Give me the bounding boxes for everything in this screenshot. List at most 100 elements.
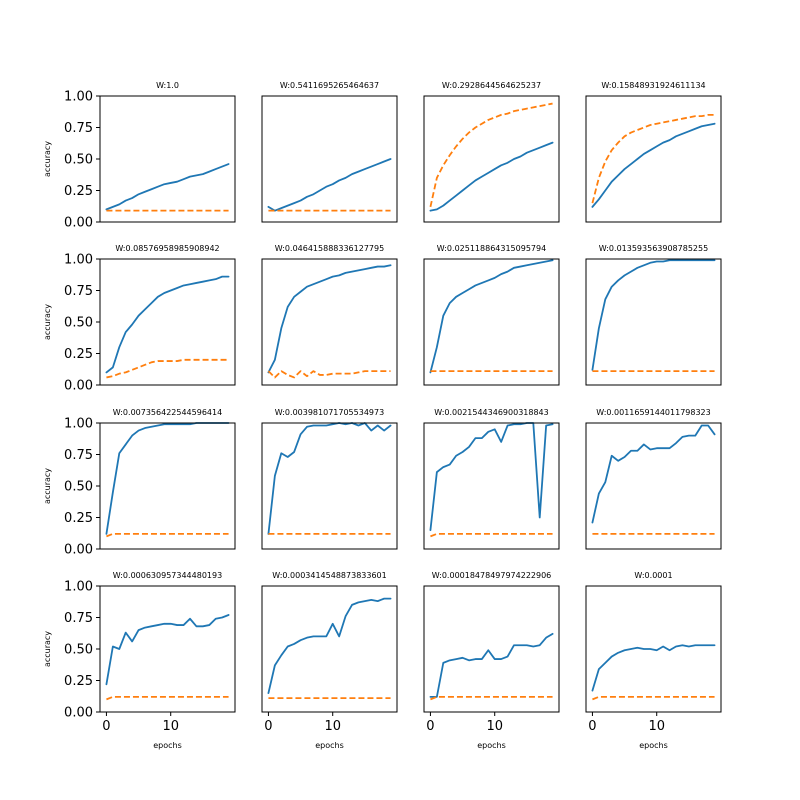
y-tick-label: 0.50: [64, 643, 93, 658]
panel-title: W:0.0003414548873833601: [272, 571, 386, 580]
y-tick-label: 0.75: [64, 284, 93, 299]
x-tick-label: 0: [588, 719, 596, 734]
axes-frame: [261, 585, 398, 713]
subplot-panel: W:0.08576958985908942 0.00 0.25 0.50 0.75 1.0…: [43, 244, 236, 394]
y-tick-label: 0.75: [64, 611, 93, 626]
x-tick-label: 0: [264, 719, 272, 734]
y-tick-label: 1.00: [64, 417, 93, 432]
y-tick-label: 0.00: [64, 706, 93, 721]
y-tick-label: 0.00: [64, 216, 93, 231]
x-axis-label: epochs: [477, 741, 506, 750]
y-tick-label: 0.75: [64, 121, 93, 136]
subplot-panel: W:0.003981071705534973: [261, 408, 398, 550]
series-solid-line: [591, 644, 716, 692]
subplot-panel: W:0.0003414548873833601 0 10 epochs: [261, 571, 398, 750]
panel-title: W:0.5411695265464637: [280, 81, 379, 90]
x-axis-label: epochs: [315, 741, 344, 750]
series-dashed-line: [267, 370, 391, 379]
subplot-panel: W:0.0011659144011798323: [585, 408, 722, 550]
y-tick-label: 0.50: [64, 480, 93, 495]
axes-frame: [423, 95, 560, 223]
series-solid-line: [429, 141, 554, 212]
x-tick-label: 10: [486, 719, 503, 734]
panel-title: W:0.0001: [634, 571, 672, 580]
series-dashed-line: [106, 532, 229, 538]
y-tick-label: 0.25: [64, 184, 93, 199]
series-solid-line: [267, 422, 392, 535]
series-solid-line: [105, 614, 230, 686]
panel-title: W:0.0011659144011798323: [596, 408, 710, 417]
panel-title: W:0.013593563908785255: [599, 244, 708, 253]
x-tick-label: 10: [648, 719, 665, 734]
panel-title: W:1.0: [156, 81, 179, 90]
series-solid-line: [429, 632, 554, 698]
panel-title: W:0.2928644564625237: [442, 81, 541, 90]
x-axis-label: epochs: [153, 741, 182, 750]
y-axis-label: accuracy: [43, 141, 52, 177]
y-tick-label: 1.00: [64, 253, 93, 268]
axes-frame: [423, 422, 560, 550]
subplot-panel: W:0.2928644564625237: [423, 81, 560, 223]
series-solid-line: [429, 259, 554, 374]
axes-frame: [261, 95, 398, 223]
subplot-panel: W:0.025118864315095794: [423, 244, 560, 386]
subplot-panel: W:0.013593563908785255: [585, 244, 722, 386]
series-dashed-line: [106, 695, 229, 701]
series-solid-line: [591, 259, 716, 371]
series-dashed-line: [592, 695, 715, 701]
y-tick-label: 0.25: [64, 347, 93, 362]
y-tick-label: 1.00: [64, 580, 93, 595]
series-solid-line: [591, 122, 716, 208]
subplot-panel: W:0.007356422544596414 0.00 0.25 0.50 0.75 1.…: [43, 408, 236, 558]
series-dashed-line: [106, 358, 229, 379]
y-axis-label: accuracy: [43, 631, 52, 667]
axes-frame: [585, 585, 722, 713]
x-axis-label: epochs: [639, 741, 668, 750]
series-dashed-line: [430, 695, 553, 701]
series-dashed-line: [430, 532, 553, 538]
series-solid-line: [267, 158, 392, 212]
x-tick-label: 0: [426, 719, 434, 734]
axes-frame: [261, 258, 398, 386]
y-tick-label: 0.50: [64, 153, 93, 168]
y-tick-label: 0.25: [64, 511, 93, 526]
y-tick-label: 0.25: [64, 674, 93, 689]
series-solid-line: [267, 597, 392, 694]
subplot-panel: W:0.5411695265464637: [261, 81, 398, 223]
series-dashed-line: [429, 102, 553, 208]
y-tick-label: 0.75: [64, 448, 93, 463]
panel-title: W:0.00018478497974222906: [432, 571, 552, 580]
panel-title: W:0.007356422544596414: [113, 408, 222, 417]
subplot-panel: W:0.000630957344480193 0.00 0.25 0.50 0.75 1.…: [43, 571, 236, 750]
axes-frame: [99, 422, 236, 550]
series-solid-line: [267, 264, 392, 374]
y-tick-label: 0.50: [64, 316, 93, 331]
panel-title: W:0.0021544346900318843: [434, 408, 548, 417]
x-tick-label: 10: [324, 719, 341, 734]
series-solid-line: [105, 422, 230, 535]
y-axis-label: accuracy: [43, 304, 52, 340]
axes-frame: [423, 258, 560, 386]
series-solid-line: [105, 163, 230, 211]
subplot-panel: W:0.15848931924611134: [585, 81, 722, 223]
series-dashed-line: [591, 114, 715, 204]
subplot-panel: W:0.0001 0 10 epochs: [585, 571, 722, 750]
x-tick-label: 10: [162, 719, 179, 734]
subplot-panel: W:0.0021544346900318843: [423, 408, 560, 550]
y-tick-label: 0.00: [64, 379, 93, 394]
subplot-panel: W:0.00018478497974222906 0 10 epochs: [423, 571, 560, 750]
panel-title: W:0.046415888336127795: [275, 244, 384, 253]
axes-frame: [585, 95, 722, 223]
axes-frame: [585, 258, 722, 386]
panel-title: W:0.000630957344480193: [113, 571, 222, 580]
panel-title: W:0.025118864315095794: [437, 244, 546, 253]
series-solid-line: [105, 275, 230, 374]
y-axis-label: accuracy: [43, 468, 52, 504]
axes-frame: [99, 258, 236, 386]
panel-title: W:0.15848931924611134: [601, 81, 705, 90]
y-tick-label: 1.00: [64, 90, 93, 105]
subplot-panel: W:1.0 0.00 0.25 0.50 0.75 1.00 accuracy: [43, 81, 236, 231]
axes-frame: [585, 422, 722, 550]
series-solid-line: [429, 422, 554, 531]
